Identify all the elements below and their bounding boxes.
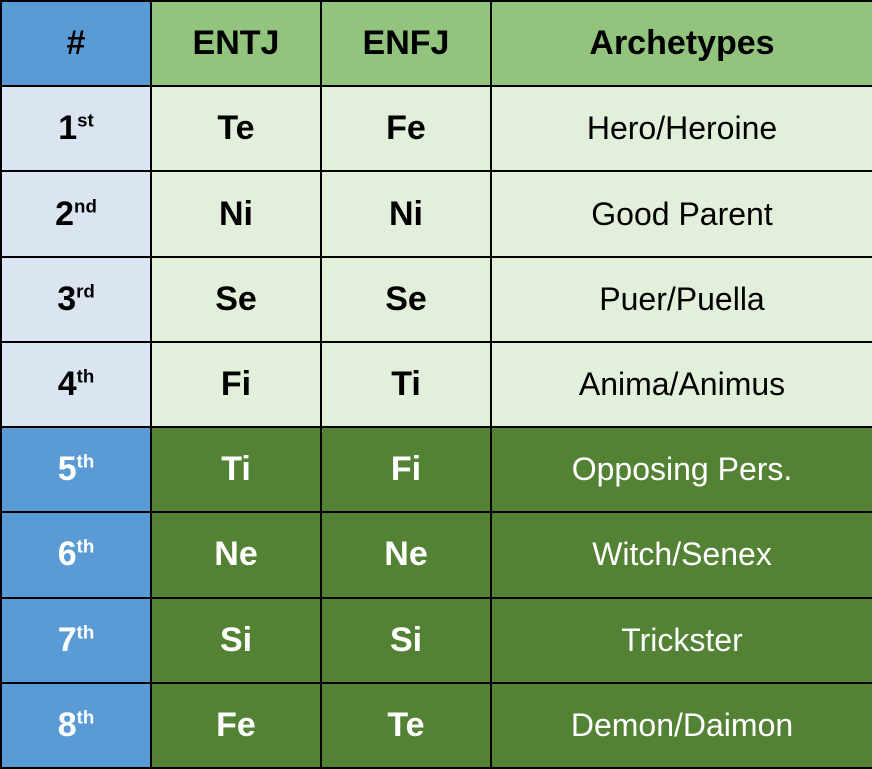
row-ordinal: 1st <box>1 86 151 171</box>
table-row: 2nd Ni Ni Good Parent <box>1 171 872 256</box>
cell-entj: Ne <box>151 512 321 597</box>
cell-entj: Fe <box>151 683 321 768</box>
row-ordinal: 6th <box>1 512 151 597</box>
cell-archetype: Anima/Animus <box>491 342 872 427</box>
header-enfj: ENFJ <box>321 1 491 86</box>
table-header-row: # ENTJ ENFJ Archetypes <box>1 1 872 86</box>
table-row: 1st Te Fe Hero/Heroine <box>1 86 872 171</box>
row-ordinal: 5th <box>1 427 151 512</box>
row-ordinal: 8th <box>1 683 151 768</box>
header-hash: # <box>1 1 151 86</box>
cell-archetype: Good Parent <box>491 171 872 256</box>
cell-enfj: Ti <box>321 342 491 427</box>
cell-entj: Ni <box>151 171 321 256</box>
cell-enfj: Si <box>321 598 491 683</box>
cell-entj: Fi <box>151 342 321 427</box>
row-ordinal: 4th <box>1 342 151 427</box>
cell-enfj: Ni <box>321 171 491 256</box>
table-row: 6th Ne Ne Witch/Senex <box>1 512 872 597</box>
cell-entj: Se <box>151 257 321 342</box>
cell-archetype: Demon/Daimon <box>491 683 872 768</box>
cell-enfj: Se <box>321 257 491 342</box>
cell-archetype: Opposing Pers. <box>491 427 872 512</box>
cell-entj: Si <box>151 598 321 683</box>
table-row: 7th Si Si Trickster <box>1 598 872 683</box>
table-row: 5th Ti Fi Opposing Pers. <box>1 427 872 512</box>
cell-enfj: Fi <box>321 427 491 512</box>
cell-enfj: Te <box>321 683 491 768</box>
table-row: 3rd Se Se Puer/Puella <box>1 257 872 342</box>
row-ordinal: 2nd <box>1 171 151 256</box>
cell-archetype: Witch/Senex <box>491 512 872 597</box>
archetypes-table: # ENTJ ENFJ Archetypes 1st Te Fe Hero/He… <box>0 0 872 769</box>
header-entj: ENTJ <box>151 1 321 86</box>
table-row: 4th Fi Ti Anima/Animus <box>1 342 872 427</box>
cell-entj: Ti <box>151 427 321 512</box>
cell-enfj: Fe <box>321 86 491 171</box>
cell-enfj: Ne <box>321 512 491 597</box>
cell-entj: Te <box>151 86 321 171</box>
table-row: 8th Fe Te Demon/Daimon <box>1 683 872 768</box>
row-ordinal: 7th <box>1 598 151 683</box>
cell-archetype: Hero/Heroine <box>491 86 872 171</box>
row-ordinal: 3rd <box>1 257 151 342</box>
cell-archetype: Trickster <box>491 598 872 683</box>
header-archetypes: Archetypes <box>491 1 872 86</box>
cell-archetype: Puer/Puella <box>491 257 872 342</box>
